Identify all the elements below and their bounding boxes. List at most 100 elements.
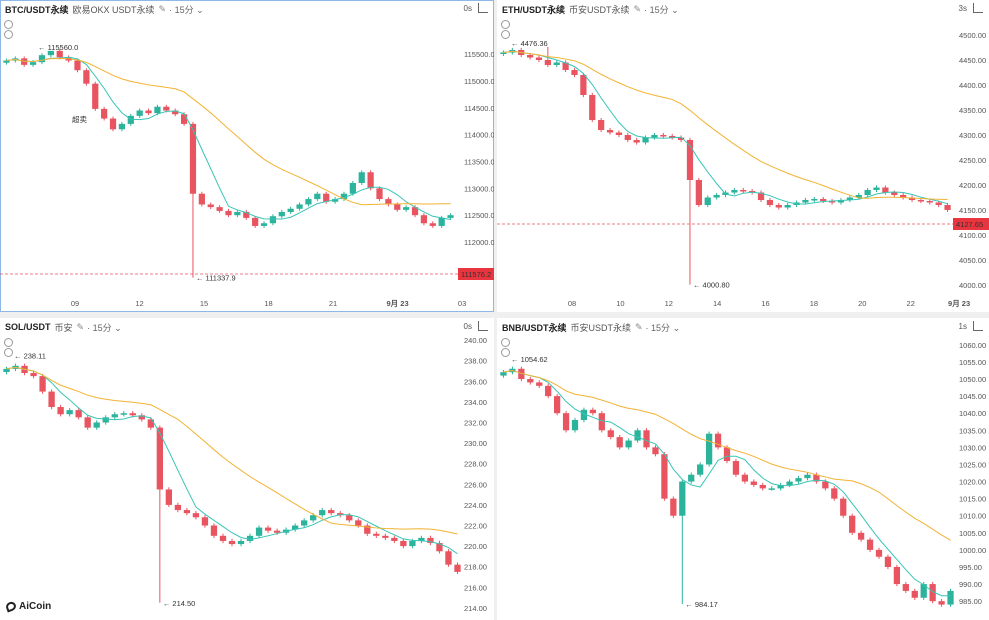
candle-body[interactable] xyxy=(296,204,303,209)
candle-body[interactable] xyxy=(544,60,551,65)
candle-body[interactable] xyxy=(917,200,925,202)
candle-body[interactable] xyxy=(192,513,200,518)
candle-body[interactable] xyxy=(732,461,740,475)
candle-body[interactable] xyxy=(866,539,874,550)
candle-body[interactable] xyxy=(74,60,81,71)
candle-body[interactable] xyxy=(174,504,182,511)
candle-body[interactable] xyxy=(759,484,766,489)
candle-body[interactable] xyxy=(652,447,659,455)
symbol-label[interactable]: BTC/USDT永续 xyxy=(5,4,69,15)
candle-body[interactable] xyxy=(837,200,845,203)
visibility-toggle-icon[interactable] xyxy=(4,20,13,29)
candle-body[interactable] xyxy=(891,192,898,196)
candle-body[interactable] xyxy=(156,427,163,490)
candle-body[interactable] xyxy=(553,396,561,414)
candle-body[interactable] xyxy=(607,430,614,438)
candle-body[interactable] xyxy=(705,433,713,465)
candle-body[interactable] xyxy=(804,474,811,479)
candle-body[interactable] xyxy=(3,368,10,372)
candle-body[interactable] xyxy=(795,478,802,482)
candle-body[interactable] xyxy=(385,199,392,205)
candle-body[interactable] xyxy=(938,601,945,605)
candle-body[interactable] xyxy=(606,130,614,133)
candle-body[interactable] xyxy=(328,510,335,514)
candle-body[interactable] xyxy=(553,62,560,66)
candle-body[interactable] xyxy=(679,481,686,516)
candle-body[interactable] xyxy=(147,419,154,428)
candle-body[interactable] xyxy=(857,532,865,540)
candle-body[interactable] xyxy=(163,106,170,111)
candle-body[interactable] xyxy=(562,413,570,431)
candle-body[interactable] xyxy=(864,190,871,195)
candle-body[interactable] xyxy=(145,110,152,114)
candle-body[interactable] xyxy=(911,590,918,598)
interval-selector[interactable]: · 15分 ⌄ xyxy=(87,322,122,333)
candle-body[interactable] xyxy=(340,193,348,200)
settings-toggle-icon[interactable] xyxy=(501,30,510,39)
candle-body[interactable] xyxy=(840,498,847,516)
candle-body[interactable] xyxy=(740,190,747,192)
candle-body[interactable] xyxy=(784,205,791,208)
candle-body[interactable] xyxy=(429,223,436,226)
candle-body[interactable] xyxy=(768,488,775,490)
candle-body[interactable] xyxy=(518,368,525,380)
chart-panel-sol[interactable]: SOL/USDT 币安 ✎ · 15分 ⌄ 0s 240.00 238.00 236… xyxy=(0,318,494,620)
candle-body[interactable] xyxy=(154,106,161,114)
candle-body[interactable] xyxy=(802,200,809,203)
candle-body[interactable] xyxy=(813,474,820,482)
candle-body[interactable] xyxy=(207,204,214,208)
candle-body[interactable] xyxy=(409,540,416,547)
candle-body[interactable] xyxy=(855,195,862,198)
candle-body[interactable] xyxy=(536,382,543,386)
candle-body[interactable] xyxy=(364,525,371,534)
candle-body[interactable] xyxy=(225,210,232,216)
candle-body[interactable] xyxy=(101,108,108,119)
symbol-label[interactable]: BNB/USDT永续 xyxy=(502,322,567,333)
candlestick-chart[interactable]: 115500.0 115000.0 114500.0 114000.0 113500.0… xyxy=(0,0,494,312)
candle-body[interactable] xyxy=(929,584,936,602)
candle-body[interactable] xyxy=(319,510,326,516)
candle-body[interactable] xyxy=(198,193,205,205)
candle-body[interactable] xyxy=(3,60,10,63)
candle-body[interactable] xyxy=(287,208,294,212)
candle-body[interactable] xyxy=(260,223,268,226)
horizontal-divider[interactable] xyxy=(0,312,989,318)
candle-body[interactable] xyxy=(811,199,818,201)
edit-icon[interactable]: ✎ xyxy=(633,3,642,14)
candle-body[interactable] xyxy=(695,180,702,205)
candle-body[interactable] xyxy=(777,484,784,489)
candle-body[interactable] xyxy=(820,199,827,201)
candle-body[interactable] xyxy=(741,474,749,482)
visibility-toggle-icon[interactable] xyxy=(501,20,510,29)
candle-body[interactable] xyxy=(633,140,640,143)
candle-body[interactable] xyxy=(92,83,99,109)
candle-body[interactable] xyxy=(111,414,118,418)
candle-body[interactable] xyxy=(643,430,650,448)
candle-body[interactable] xyxy=(219,535,227,541)
candlestick-chart[interactable]: 4500.00 4450.00 4400.00 4350.00 4300.00 4250.… xyxy=(497,0,989,312)
candle-body[interactable] xyxy=(947,590,954,605)
candlestick-chart[interactable]: 240.00 238.00 236.00 234.00 232.00 230.00 228.… xyxy=(0,318,494,620)
candle-body[interactable] xyxy=(454,564,461,572)
candle-body[interactable] xyxy=(120,413,127,415)
edit-icon[interactable]: ✎ xyxy=(158,3,167,14)
candle-body[interactable] xyxy=(615,132,623,136)
candle-body[interactable] xyxy=(93,422,100,428)
candle-body[interactable] xyxy=(427,537,434,544)
candle-body[interactable] xyxy=(875,549,883,557)
candle-body[interactable] xyxy=(580,75,587,95)
candle-body[interactable] xyxy=(358,172,365,183)
candle-body[interactable] xyxy=(625,440,632,448)
candle-body[interactable] xyxy=(616,437,623,448)
vertical-divider[interactable] xyxy=(494,0,497,620)
candle-body[interactable] xyxy=(822,481,829,489)
candle-body[interactable] xyxy=(527,379,534,383)
candle-body[interactable] xyxy=(183,510,191,514)
fullscreen-icon[interactable] xyxy=(478,321,488,331)
candle-body[interactable] xyxy=(118,123,126,130)
settings-toggle-icon[interactable] xyxy=(4,30,13,39)
candle-body[interactable] xyxy=(314,193,321,200)
candle-body[interactable] xyxy=(291,525,299,530)
candle-body[interactable] xyxy=(48,391,55,408)
candle-body[interactable] xyxy=(57,407,64,415)
